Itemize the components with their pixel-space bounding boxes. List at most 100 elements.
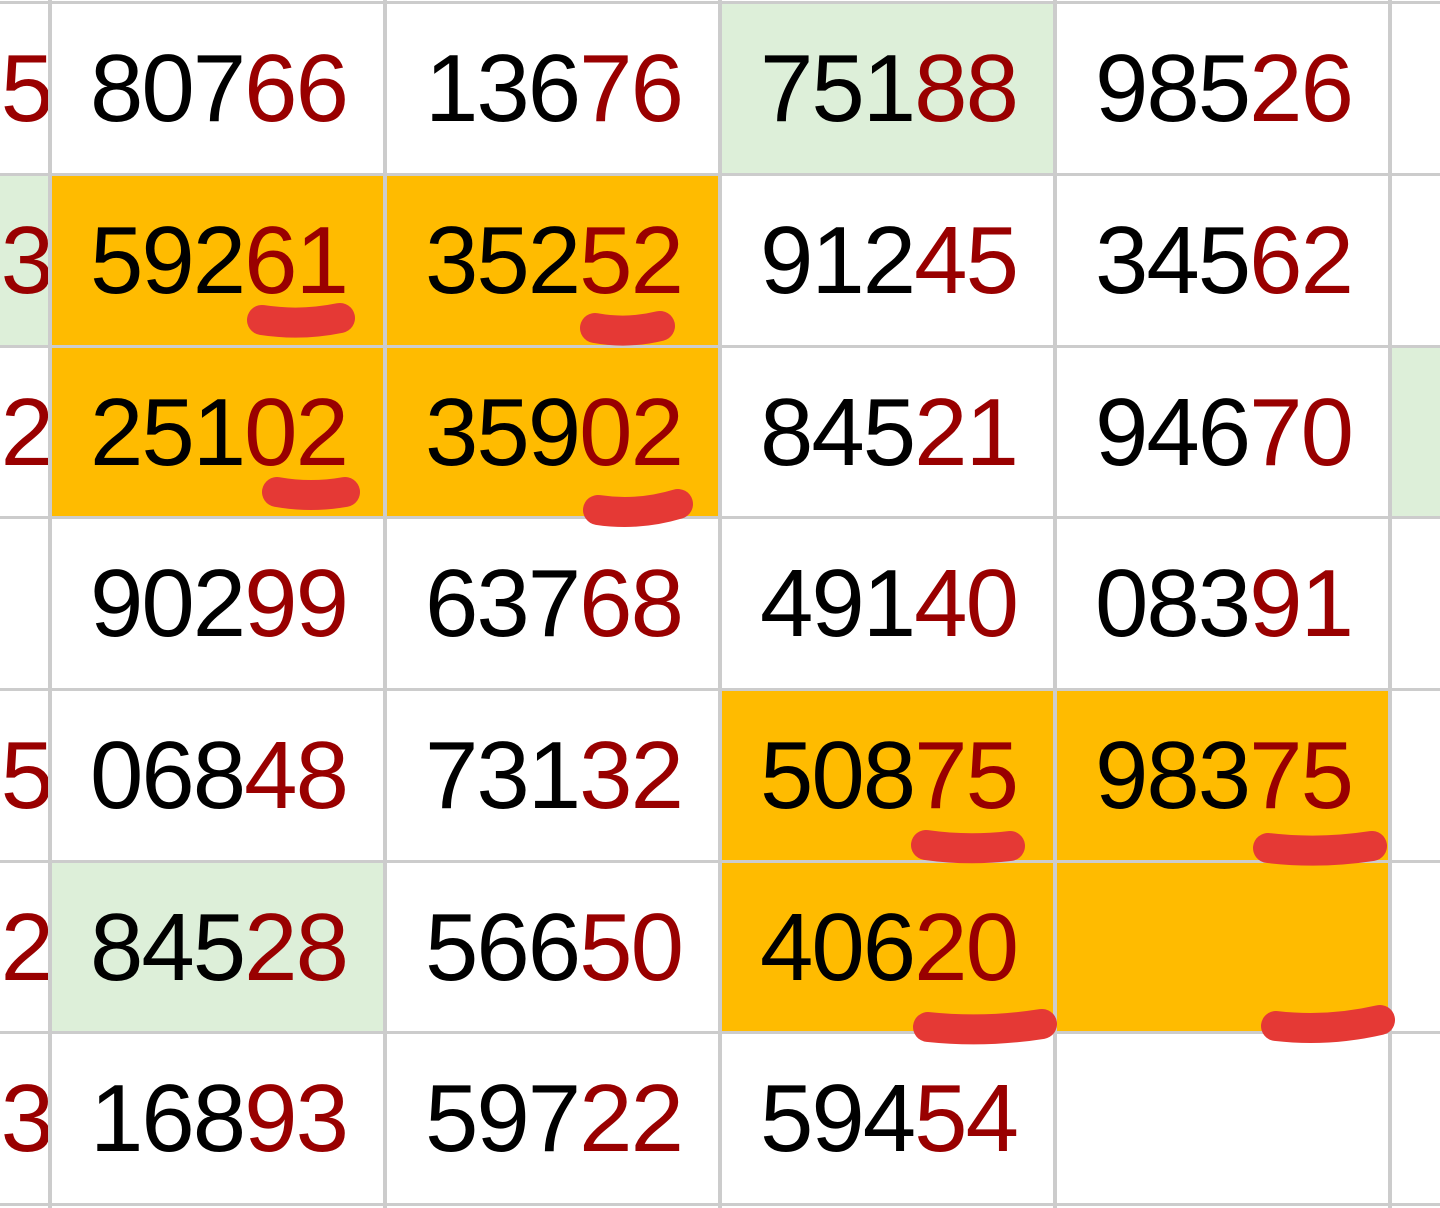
grid-cell[interactable]: 94670 [1055,347,1392,518]
grid-cell[interactable]: 56650 [385,862,720,1033]
grid-cell[interactable]: 16893 [50,1033,385,1205]
grid-cell[interactable] [1055,862,1392,1033]
grid-cell[interactable]: 40620 [720,862,1055,1033]
grid-cell[interactable]: 35902 [385,347,720,518]
grid-cell[interactable]: 34562 [1055,175,1392,347]
cell-number: 56650 [385,899,684,996]
cell-number-prefix: 491 [760,550,916,657]
cell-number: 90299 [50,556,349,652]
grid-cell[interactable]: 59722 [385,1033,720,1205]
cell-number-suffix: 68 [579,550,684,657]
grid-cell-partial[interactable] [1392,862,1440,1033]
grid-cell[interactable]: 59454 [720,1033,1055,1205]
cell-number-prefix: 592 [90,207,246,314]
grid-cell[interactable]: 63768 [385,518,720,690]
cell-number-suffix: 88 [914,35,1019,142]
grid-cell[interactable]: 91245 [720,175,1055,347]
cell-number-suffix: 70 [1249,378,1354,486]
grid-cell-partial[interactable]: 3 [0,1033,50,1205]
grid-cell[interactable]: 59261 [50,175,385,347]
cell-number: 50875 [720,728,1019,824]
cell-number: 98375 [1055,728,1354,824]
grid-cell-partial[interactable]: 3 [0,175,50,347]
cell-number-suffix: 48 [244,722,349,829]
grid-cell-partial[interactable] [1392,3,1440,175]
cell-number-suffix: 66 [244,35,349,142]
grid-cell-partial[interactable] [1392,518,1440,690]
cell-number-prefix: 352 [425,207,581,314]
grid-cell[interactable] [1055,1033,1392,1205]
cell-number-suffix: 54 [914,1065,1019,1172]
cell-number: 59261 [50,213,349,309]
cell-number-suffix: 76 [579,35,684,142]
grid-cell[interactable]: 84521 [720,347,1055,518]
cell-number-prefix: 594 [760,1065,916,1172]
grid-cell-partial[interactable] [1392,175,1440,347]
grid-cell-partial[interactable]: 5 [0,3,50,175]
grid-line-horizontal [0,516,1440,519]
grid-line-vertical [1388,0,1392,1208]
cell-number-suffix: 61 [244,207,349,314]
cell-number-suffix: 3 [0,1065,50,1172]
cell-number-suffix: 75 [1249,722,1354,829]
grid-cell[interactable]: 98526 [1055,3,1392,175]
cell-number-suffix: 21 [914,378,1019,486]
cell-number-prefix: 845 [760,378,916,486]
grid-cell[interactable]: 84528 [50,862,385,1033]
grid-line-horizontal [0,1203,1440,1206]
cell-number-suffix: 50 [579,893,684,1001]
grid-cell[interactable]: 73132 [385,690,720,862]
grid-cell[interactable]: 90299 [50,518,385,690]
cell-number-prefix: 985 [1095,35,1251,142]
cell-number: 25102 [50,384,349,481]
grid-cell-partial[interactable]: 2 [0,347,50,518]
cell-number-suffix: 22 [579,1065,684,1172]
cell-number: 5 [1,728,50,824]
grid-cell-partial[interactable]: 5 [0,690,50,862]
cell-number-suffix: 2 [0,893,50,1001]
cell-number-suffix: 91 [1249,550,1354,657]
grid-line-horizontal [0,860,1440,863]
cell-number: 3 [1,213,50,309]
cell-number-prefix: 168 [90,1065,246,1172]
grid-cell-partial[interactable]: 2 [0,862,50,1033]
cell-number-prefix: 637 [425,550,581,657]
grid-cell[interactable]: 98375 [1055,690,1392,862]
cell-number-prefix: 566 [425,893,581,1001]
cell-number-prefix: 731 [425,722,581,829]
grid-cell[interactable]: 49140 [720,518,1055,690]
cell-number-prefix: 345 [1095,207,1251,314]
grid-cell[interactable]: 25102 [50,347,385,518]
cell-number: 08391 [1055,556,1354,652]
grid-cell-partial[interactable] [1392,690,1440,862]
grid-cell-partial[interactable] [1392,1033,1440,1205]
grid-line-horizontal [0,1,1440,4]
cell-number-suffix: 52 [579,207,684,314]
cell-number-prefix: 845 [90,893,246,1001]
grid-cell[interactable]: 06848 [50,690,385,862]
cell-number-prefix: 251 [90,378,246,486]
cell-number: 2 [1,384,50,481]
cell-number: 63768 [385,556,684,652]
grid-cell[interactable]: 50875 [720,690,1055,862]
cell-number-suffix: 28 [244,893,349,1001]
cell-number: 91245 [720,213,1019,309]
cell-number-prefix: 902 [90,550,246,657]
cell-number: 94670 [1055,384,1354,481]
cell-number: 3 [1,1071,50,1167]
cell-number-prefix: 359 [425,378,581,486]
cell-number-suffix: 75 [914,722,1019,829]
cell-number-suffix: 2 [0,378,50,486]
cell-number-suffix: 45 [914,207,1019,314]
grid-cell[interactable]: 35252 [385,175,720,347]
grid-line-horizontal [0,688,1440,691]
grid-cell[interactable]: 13676 [385,3,720,175]
cell-number: 84528 [50,899,349,996]
grid-cell[interactable]: 08391 [1055,518,1392,690]
grid-cell[interactable]: 80766 [50,3,385,175]
grid-cell[interactable]: 75188 [720,3,1055,175]
grid-cell-partial[interactable] [0,518,50,690]
grid-cell-partial[interactable] [1392,347,1440,518]
cell-number-prefix: 136 [425,35,581,142]
